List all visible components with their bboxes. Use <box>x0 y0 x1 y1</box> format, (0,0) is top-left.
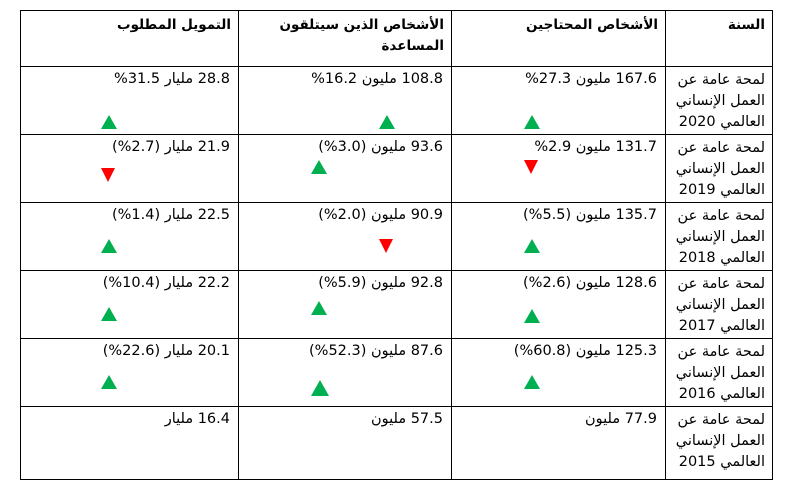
table-row: لمحة عامة عن العمل الإنساني العالمي 2016… <box>20 338 773 407</box>
trend-up-arrow-icon <box>311 301 327 315</box>
humanitarian-overview-table: السنة الأشخاص المحتاجين الأشخاص الذين سي… <box>20 10 773 480</box>
target-cell: 92.8 مليون (5.9%) <box>238 270 452 339</box>
need-cell: 135.7 مليون (5.5%) <box>451 202 666 271</box>
target-cell: 108.8 مليون 16.2% <box>238 66 452 135</box>
trend-up-arrow-icon <box>524 375 540 389</box>
fund-cell: 16.4 مليار <box>20 406 239 480</box>
trend-down-arrow-icon <box>379 239 393 253</box>
need-value: 128.6 مليون (2.6%) <box>523 275 657 291</box>
header-people-targeted: الأشخاص الذين سيتلقون المساعدة <box>238 10 452 67</box>
header-year: السنة <box>665 10 773 67</box>
target-cell: 90.9 مليون (2.0%) <box>238 202 452 271</box>
year-cell: لمحة عامة عن العمل الإنساني العالمي 2019 <box>665 134 773 203</box>
target-cell: 93.6 مليون (3.0%) <box>238 134 452 203</box>
target-cell: 57.5 مليون <box>238 406 452 480</box>
need-cell: 131.7 مليون 2.9% <box>451 134 666 203</box>
trend-up-arrow-icon <box>101 375 117 389</box>
need-value: 167.6 مليون 27.3% <box>525 71 657 87</box>
year-cell: لمحة عامة عن العمل الإنساني العالمي 2015 <box>665 406 773 480</box>
trend-up-arrow-icon <box>524 309 540 323</box>
target-value: 92.8 مليون (5.9%) <box>318 275 443 291</box>
target-value: 93.6 مليون (3.0%) <box>318 139 443 155</box>
trend-up-arrow-icon <box>311 160 327 174</box>
fund-value: 16.4 مليار <box>164 411 230 427</box>
need-value: 125.3 مليون (60.8%) <box>513 343 657 359</box>
table-row: لمحة عامة عن العمل الإنساني العالمي 2017… <box>20 270 773 339</box>
table-row: لمحة عامة عن العمل الإنساني العالمي 2015… <box>20 406 773 480</box>
year-cell: لمحة عامة عن العمل الإنساني العالمي 2016 <box>665 338 773 407</box>
fund-value: 20.1 مليار (22.6%) <box>102 343 230 359</box>
target-value: 57.5 مليون <box>371 411 443 427</box>
fund-value: 22.2 مليار (10.4%) <box>102 275 230 291</box>
table-row: لمحة عامة عن العمل الإنساني العالمي 2018… <box>20 202 773 271</box>
year-cell: لمحة عامة عن العمل الإنساني العالمي 2020 <box>665 66 773 135</box>
need-cell: 125.3 مليون (60.8%) <box>451 338 666 407</box>
trend-down-arrow-icon <box>101 168 115 182</box>
fund-cell: 21.9 مليار (2.7%) <box>20 134 239 203</box>
target-cell: 87.6 مليون (52.3%) <box>238 338 452 407</box>
trend-up-arrow-icon <box>101 239 117 253</box>
fund-cell: 22.2 مليار (10.4%) <box>20 270 239 339</box>
table-row: لمحة عامة عن العمل الإنساني العالمي 2020… <box>20 66 773 135</box>
fund-value: 28.8 مليار 31.5% <box>114 71 230 87</box>
target-value: 108.8 مليون 16.2% <box>311 71 443 87</box>
year-cell: لمحة عامة عن العمل الإنساني العالمي 2017 <box>665 270 773 339</box>
trend-down-arrow-icon <box>524 160 538 174</box>
trend-up-arrow-icon <box>311 380 329 396</box>
target-value: 90.9 مليون (2.0%) <box>318 207 443 223</box>
trend-up-arrow-icon <box>379 115 395 129</box>
header-people-in-need: الأشخاص المحتاجين <box>451 10 666 67</box>
need-cell: 128.6 مليون (2.6%) <box>451 270 666 339</box>
trend-up-arrow-icon <box>524 239 540 253</box>
header-row: السنة الأشخاص المحتاجين الأشخاص الذين سي… <box>20 10 773 67</box>
need-value: 131.7 مليون 2.9% <box>534 139 657 155</box>
trend-up-arrow-icon <box>101 307 117 321</box>
fund-cell: 28.8 مليار 31.5% <box>20 66 239 135</box>
need-cell: 167.6 مليون 27.3% <box>451 66 666 135</box>
header-funding-required: التمويل المطلوب <box>20 10 239 67</box>
trend-up-arrow-icon <box>101 115 117 129</box>
need-cell: 77.9 مليون <box>451 406 666 480</box>
fund-value: 21.9 مليار (2.7%) <box>111 139 230 155</box>
year-cell: لمحة عامة عن العمل الإنساني العالمي 2018 <box>665 202 773 271</box>
target-value: 87.6 مليون (52.3%) <box>309 343 443 359</box>
fund-cell: 22.5 مليار (1.4%) <box>20 202 239 271</box>
fund-value: 22.5 مليار (1.4%) <box>111 207 230 223</box>
need-value: 135.7 مليون (5.5%) <box>523 207 657 223</box>
trend-up-arrow-icon <box>524 115 540 129</box>
table-row: لمحة عامة عن العمل الإنساني العالمي 2019… <box>20 134 773 203</box>
fund-cell: 20.1 مليار (22.6%) <box>20 338 239 407</box>
need-value: 77.9 مليون <box>585 411 657 427</box>
